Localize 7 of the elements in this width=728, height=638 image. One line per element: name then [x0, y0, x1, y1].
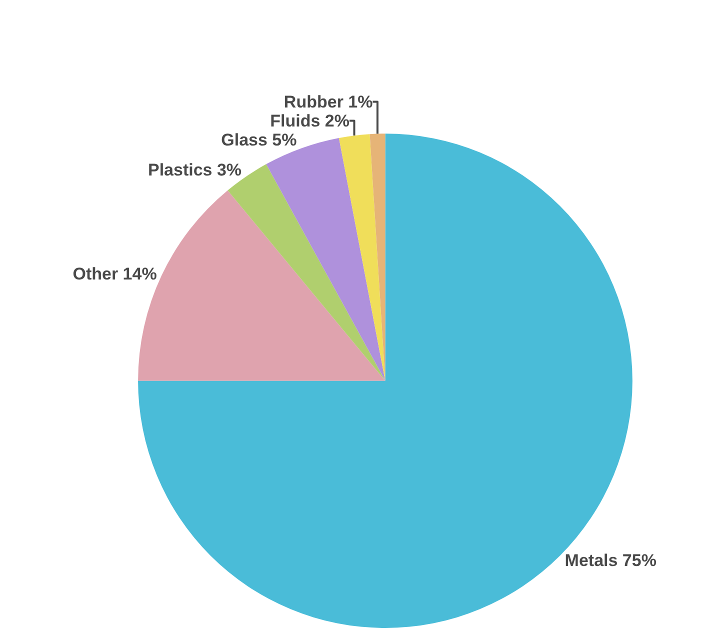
slice-label: Metals 75% — [564, 550, 656, 570]
slice-label: Plastics 3% — [148, 160, 242, 180]
pie-slice — [338, 134, 386, 381]
slice-label: Fluids 2% — [270, 111, 350, 130]
slice-label: Glass 5% — [221, 130, 297, 150]
slice-label: Other 14% — [72, 264, 157, 284]
slice-label: Rubber 1% — [284, 92, 373, 112]
